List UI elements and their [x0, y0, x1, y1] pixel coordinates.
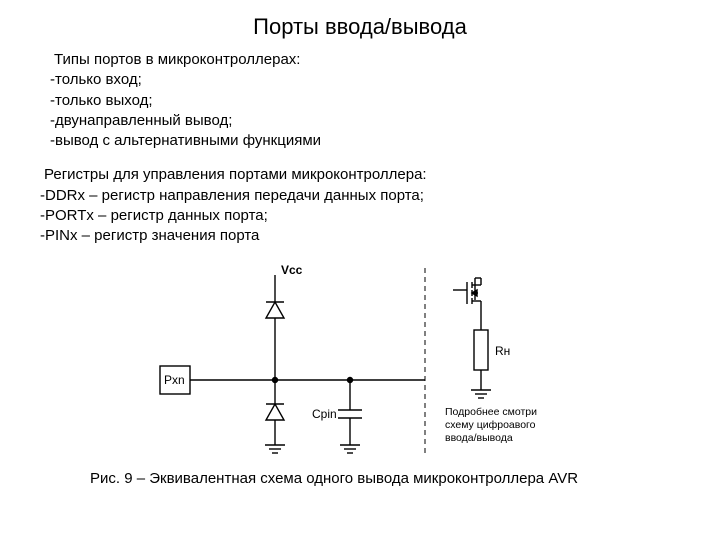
svg-text:Подробнее смотри: Подробнее смотри	[445, 406, 537, 418]
port-type-item: -вывод с альтернативными функциями	[50, 131, 690, 151]
port-type-item: -только вход;	[50, 70, 690, 90]
figure-caption: Рис. 9 – Эквивалентная схема одного выво…	[30, 470, 690, 487]
figure-wrapper: Pxn Vcc Cpin Rн Подробнее смотрисхему цифроа…	[145, 260, 575, 460]
schematic-svg: Pxn Vcc Cpin Rн Подробнее смотрисхему цифроа…	[145, 260, 575, 460]
svg-text:схему цифроавого: схему цифроавого	[445, 419, 536, 431]
svg-text:Cpin: Cpin	[312, 407, 337, 421]
svg-text:Vcc: Vcc	[281, 263, 303, 277]
port-types-lead: Типы портов в микроконтроллерах:	[54, 50, 690, 70]
port-types-block: Типы портов в микроконтроллерах: -только…	[30, 50, 690, 151]
svg-text:ввода/вывода: ввода/вывода	[445, 432, 513, 444]
registers-lead: Регистры для управления портами микрокон…	[44, 165, 690, 185]
register-item: -PINx – регистр значения порта	[40, 226, 690, 246]
svg-text:Rн: Rн	[495, 344, 510, 358]
page-title: Порты ввода/вывода	[30, 14, 690, 40]
port-type-item: -двунаправленный вывод;	[50, 111, 690, 131]
slide: Порты ввода/вывода Типы портов в микроко…	[0, 0, 720, 540]
register-item: -DDRx – регистр направления передачи дан…	[40, 186, 690, 206]
schematic-figure: Pxn Vcc Cpin Rн Подробнее смотрисхему цифроа…	[145, 260, 575, 460]
svg-text:Pxn: Pxn	[164, 373, 185, 387]
registers-block: Регистры для управления портами микрокон…	[30, 165, 690, 246]
register-item: -PORTx – регистр данных порта;	[40, 206, 690, 226]
port-type-item: -только выход;	[50, 91, 690, 111]
